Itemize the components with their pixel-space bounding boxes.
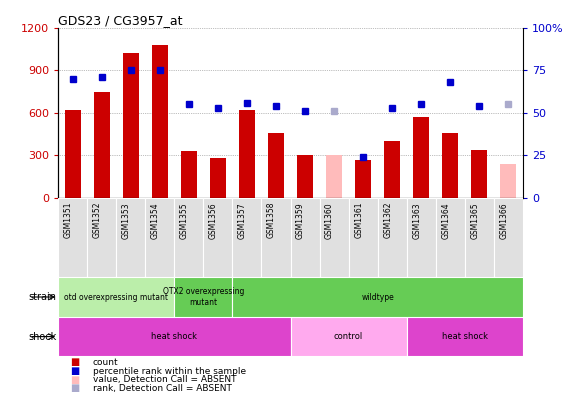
FancyBboxPatch shape xyxy=(494,198,523,277)
FancyBboxPatch shape xyxy=(116,198,145,277)
Text: GSM1359: GSM1359 xyxy=(296,202,305,238)
Text: GSM1353: GSM1353 xyxy=(122,202,131,238)
Bar xyxy=(239,110,255,198)
FancyBboxPatch shape xyxy=(378,198,407,277)
Text: percentile rank within the sample: percentile rank within the sample xyxy=(93,367,246,375)
Text: GSM1366: GSM1366 xyxy=(500,202,508,238)
Bar xyxy=(471,150,487,198)
Text: OTX2 overexpressing
mutant: OTX2 overexpressing mutant xyxy=(163,287,244,307)
Text: ■: ■ xyxy=(70,383,79,394)
FancyBboxPatch shape xyxy=(290,317,407,356)
Text: control: control xyxy=(334,332,363,341)
Text: rank, Detection Call = ABSENT: rank, Detection Call = ABSENT xyxy=(93,384,232,393)
Text: GDS23 / CG3957_at: GDS23 / CG3957_at xyxy=(58,13,182,27)
FancyBboxPatch shape xyxy=(232,198,261,277)
Text: GSM1354: GSM1354 xyxy=(151,202,160,238)
FancyBboxPatch shape xyxy=(87,198,116,277)
Text: GSM1358: GSM1358 xyxy=(267,202,276,238)
Text: GSM1360: GSM1360 xyxy=(325,202,334,238)
Text: ■: ■ xyxy=(70,366,79,376)
Text: heat shock: heat shock xyxy=(151,332,198,341)
Bar xyxy=(152,45,168,198)
Text: GSM1355: GSM1355 xyxy=(180,202,189,238)
FancyBboxPatch shape xyxy=(232,277,523,317)
FancyBboxPatch shape xyxy=(145,198,174,277)
FancyBboxPatch shape xyxy=(58,277,174,317)
FancyBboxPatch shape xyxy=(436,198,465,277)
Text: GSM1356: GSM1356 xyxy=(209,202,218,238)
Bar xyxy=(384,141,400,198)
Text: GSM1363: GSM1363 xyxy=(413,202,421,238)
FancyBboxPatch shape xyxy=(203,198,232,277)
FancyBboxPatch shape xyxy=(320,198,349,277)
Text: ■: ■ xyxy=(70,357,79,367)
Bar xyxy=(94,91,110,198)
Bar xyxy=(326,155,342,198)
Text: otd overexpressing mutant: otd overexpressing mutant xyxy=(64,293,168,301)
Text: GSM1361: GSM1361 xyxy=(354,202,363,238)
FancyBboxPatch shape xyxy=(261,198,290,277)
Bar xyxy=(123,53,139,198)
Text: strain: strain xyxy=(28,292,57,302)
Bar xyxy=(442,133,458,198)
Text: value, Detection Call = ABSENT: value, Detection Call = ABSENT xyxy=(93,375,236,384)
FancyBboxPatch shape xyxy=(407,198,436,277)
Text: GSM1364: GSM1364 xyxy=(442,202,450,238)
Text: heat shock: heat shock xyxy=(442,332,488,341)
Text: wildtype: wildtype xyxy=(361,293,394,301)
Text: GSM1357: GSM1357 xyxy=(238,202,247,238)
FancyBboxPatch shape xyxy=(349,198,378,277)
Text: count: count xyxy=(93,358,119,367)
FancyBboxPatch shape xyxy=(174,277,232,317)
Bar xyxy=(268,133,284,198)
FancyBboxPatch shape xyxy=(407,317,523,356)
Text: GSM1352: GSM1352 xyxy=(93,202,102,238)
Text: GSM1362: GSM1362 xyxy=(383,202,392,238)
FancyBboxPatch shape xyxy=(58,317,290,356)
FancyBboxPatch shape xyxy=(174,198,203,277)
Bar xyxy=(500,164,517,198)
Text: shock: shock xyxy=(28,331,57,342)
Bar xyxy=(355,160,371,198)
FancyBboxPatch shape xyxy=(290,198,320,277)
Bar xyxy=(64,110,81,198)
Text: GSM1365: GSM1365 xyxy=(471,202,479,238)
Bar xyxy=(181,151,197,198)
Bar xyxy=(210,158,226,198)
Text: ■: ■ xyxy=(70,375,79,385)
Text: GSM1351: GSM1351 xyxy=(64,202,73,238)
Bar xyxy=(297,155,313,198)
FancyBboxPatch shape xyxy=(465,198,494,277)
FancyBboxPatch shape xyxy=(58,198,87,277)
Bar xyxy=(413,117,429,198)
